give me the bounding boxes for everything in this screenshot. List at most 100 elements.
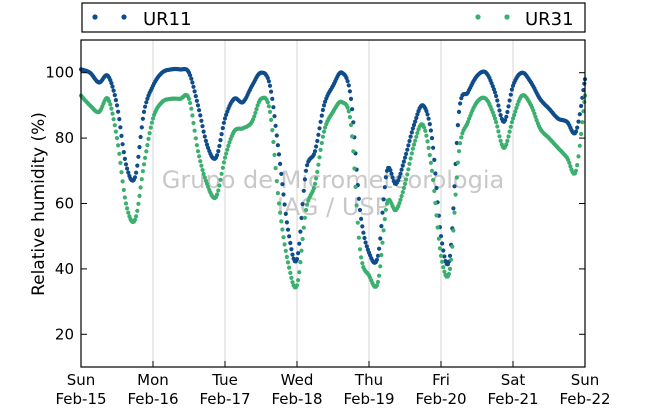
data-point (383, 175, 388, 180)
data-point (197, 154, 202, 159)
data-point (125, 206, 130, 211)
x-tick-label-date: Feb-20 (415, 390, 466, 408)
data-point (323, 99, 328, 104)
data-point (219, 132, 224, 137)
data-point (454, 175, 459, 180)
legend: UR11 UR31 (81, 2, 586, 33)
data-point (140, 116, 145, 121)
data-point (398, 171, 403, 176)
data-point (220, 165, 225, 170)
data-point (117, 151, 122, 156)
data-point (361, 230, 366, 235)
data-point (357, 207, 363, 213)
data-point (425, 139, 430, 144)
data-point (290, 280, 295, 285)
data-point (212, 195, 217, 201)
data-point (230, 131, 235, 136)
data-point (297, 241, 302, 246)
data-point (378, 264, 383, 269)
data-point (118, 160, 123, 165)
data-point (494, 120, 499, 125)
data-point (572, 171, 578, 176)
data-point (191, 84, 196, 89)
data-point (116, 109, 121, 114)
data-point (426, 145, 431, 150)
data-point (582, 99, 587, 105)
data-point (221, 160, 226, 165)
data-series (78, 66, 588, 290)
data-point (449, 257, 454, 262)
data-point (315, 138, 320, 144)
data-point (427, 153, 432, 158)
data-point (496, 103, 501, 108)
data-point (284, 220, 289, 225)
data-point (195, 149, 201, 154)
data-point (473, 101, 478, 106)
data-point (377, 246, 382, 251)
x-tick-label-day: Tue (211, 371, 238, 389)
data-point (400, 163, 405, 168)
data-point (216, 149, 221, 154)
data-point (352, 166, 357, 171)
data-point (441, 248, 446, 253)
data-point (303, 168, 309, 173)
data-point (192, 128, 197, 133)
data-point (451, 206, 456, 211)
data-point (459, 135, 464, 140)
data-point (195, 103, 201, 108)
data-point (447, 253, 453, 258)
data-point (139, 125, 144, 130)
data-point (356, 196, 361, 201)
data-point (317, 155, 322, 160)
data-point (428, 160, 433, 165)
data-point (455, 123, 460, 128)
data-point (301, 188, 306, 193)
data-point (345, 79, 350, 84)
data-point (353, 184, 358, 189)
data-point (120, 142, 125, 147)
data-point (123, 201, 129, 206)
data-point (269, 117, 274, 122)
y-tick-label: 80 (55, 129, 74, 147)
data-point (442, 269, 447, 274)
data-point (318, 147, 323, 152)
data-point (400, 190, 405, 195)
data-point (267, 83, 273, 88)
data-point (278, 161, 283, 166)
data-point (319, 113, 324, 118)
data-point (406, 143, 411, 148)
data-point (202, 175, 207, 180)
data-point (505, 138, 510, 143)
data-point (504, 114, 509, 119)
data-point (265, 75, 270, 81)
data-point (293, 259, 298, 264)
data-point (348, 122, 354, 128)
data-point (491, 113, 496, 118)
data-point (514, 105, 519, 111)
data-point (495, 98, 500, 103)
data-point (113, 98, 118, 103)
data-point (140, 169, 145, 174)
data-point (442, 254, 447, 259)
data-point (143, 104, 148, 109)
data-point (320, 134, 325, 139)
data-point (222, 116, 228, 121)
data-point (458, 141, 463, 146)
data-point (365, 247, 370, 252)
data-point (117, 117, 122, 122)
data-point (141, 109, 147, 114)
data-point (433, 200, 438, 206)
data-point (274, 133, 279, 138)
data-point (533, 114, 538, 119)
data-point (114, 136, 120, 141)
data-point (405, 172, 410, 177)
data-point (284, 254, 289, 259)
data-point (346, 109, 351, 114)
x-tick-label-date: Feb-21 (487, 390, 538, 408)
data-point (220, 126, 225, 131)
data-point (104, 96, 109, 101)
data-point (451, 228, 456, 233)
data-point (506, 134, 511, 139)
data-point (109, 81, 114, 86)
data-point (272, 114, 277, 119)
